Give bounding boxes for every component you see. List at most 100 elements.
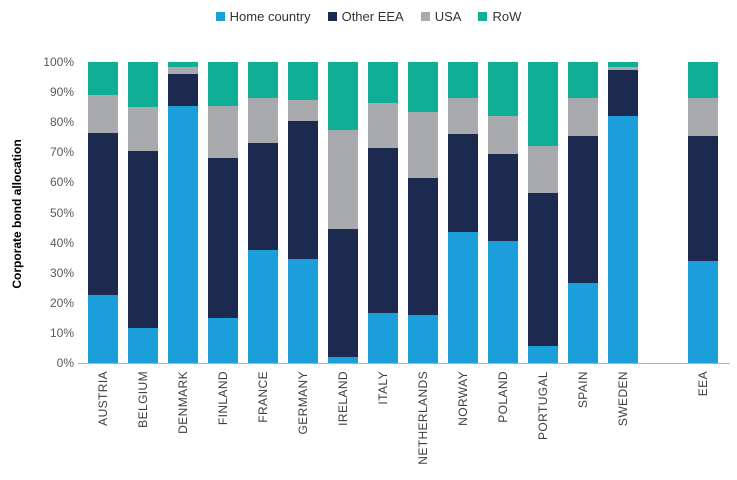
x-label-france: FRANCE	[256, 371, 270, 423]
segment-ireland-home-country	[328, 356, 358, 363]
segment-netherlands-other-eea	[408, 177, 438, 315]
bar-sweden	[608, 62, 638, 363]
segment-poland-row	[488, 62, 518, 117]
segment-france-row	[248, 62, 278, 99]
segment-ireland-row	[328, 62, 358, 130]
legend-label-row: RoW	[492, 9, 522, 24]
segment-eea-other-eea	[688, 135, 718, 261]
segment-austria-home-country	[88, 295, 118, 363]
segment-denmark-home-country	[168, 105, 198, 363]
segment-spain-usa	[568, 98, 598, 136]
bar-italy	[368, 62, 398, 363]
segment-france-home-country	[248, 250, 278, 363]
segment-italy-usa	[368, 102, 398, 148]
x-label-ireland: IRELAND	[336, 371, 350, 426]
legend-swatch-row	[478, 12, 488, 21]
segment-austria-row	[88, 62, 118, 96]
bar-poland	[488, 62, 518, 363]
segment-eea-home-country	[688, 260, 718, 363]
segment-portugal-home-country	[528, 346, 558, 363]
segment-sweden-other-eea	[608, 69, 638, 117]
x-label-spain: SPAIN	[576, 371, 590, 409]
x-label-poland: POLAND	[496, 371, 510, 423]
y-tick-30pct: 30%	[49, 265, 74, 280]
y-tick-40pct: 40%	[49, 235, 74, 250]
y-tick-0pct: 0%	[56, 356, 74, 370]
plot-area	[78, 62, 730, 364]
legend: Home country Other EEA USA RoW	[0, 9, 737, 24]
segment-austria-other-eea	[88, 132, 118, 296]
y-tick-90pct: 90%	[49, 85, 74, 100]
y-axis-title: Corporate bond allocation	[10, 139, 24, 289]
segment-france-usa	[248, 98, 278, 144]
segment-italy-other-eea	[368, 147, 398, 314]
x-label-denmark: DENMARK	[176, 371, 190, 434]
x-label-belgium: BELGIUM	[136, 371, 150, 428]
segment-netherlands-row	[408, 62, 438, 112]
segment-france-other-eea	[248, 143, 278, 251]
legend-swatch-usa	[420, 12, 430, 21]
segment-ireland-usa	[328, 129, 358, 230]
segment-italy-home-country	[368, 313, 398, 363]
segment-belgium-usa	[128, 107, 158, 151]
segment-finland-other-eea	[208, 158, 238, 318]
segment-denmark-usa	[168, 66, 198, 75]
x-label-sweden: SWEDEN	[616, 371, 630, 427]
segment-eea-row	[688, 62, 718, 99]
segment-finland-home-country	[208, 317, 238, 363]
segment-eea-usa	[688, 98, 718, 136]
bar-denmark	[168, 62, 198, 363]
legend-item-home-country: Home country	[215, 9, 311, 24]
segment-poland-usa	[488, 116, 518, 154]
segment-portugal-usa	[528, 146, 558, 193]
y-tick-20pct: 20%	[49, 295, 74, 310]
segment-ireland-other-eea	[328, 229, 358, 357]
x-label-portugal: PORTUGAL	[536, 371, 550, 440]
bar-germany	[288, 62, 318, 363]
legend-label-home-country: Home country	[229, 9, 311, 24]
legend-swatch-other-eea	[327, 12, 337, 21]
segment-norway-usa	[448, 98, 478, 135]
bar-belgium	[128, 62, 158, 363]
legend-label-usa: USA	[434, 9, 462, 24]
bar-france	[248, 62, 278, 363]
y-tick-100pct: 100%	[43, 55, 74, 69]
y-tick-60pct: 60%	[49, 175, 74, 190]
x-label-netherlands: NETHERLANDS	[416, 371, 430, 465]
segment-finland-row	[208, 62, 238, 106]
x-label-norway: NORWAY	[456, 371, 470, 426]
segment-spain-other-eea	[568, 135, 598, 284]
segment-portugal-row	[528, 62, 558, 147]
segment-norway-home-country	[448, 232, 478, 363]
segment-finland-usa	[208, 105, 238, 159]
segment-germany-home-country	[288, 259, 318, 363]
segment-netherlands-home-country	[408, 314, 438, 363]
segment-norway-other-eea	[448, 134, 478, 233]
bar-austria	[88, 62, 118, 363]
x-label-finland: FINLAND	[216, 371, 230, 426]
y-tick-80pct: 80%	[49, 115, 74, 130]
bar-spain	[568, 62, 598, 363]
segment-portugal-other-eea	[528, 192, 558, 347]
segment-germany-usa	[288, 99, 318, 121]
segment-belgium-other-eea	[128, 150, 158, 329]
segment-sweden-row	[608, 62, 638, 67]
y-tick-10pct: 10%	[49, 325, 74, 340]
x-label-italy: ITALY	[376, 371, 390, 405]
segment-germany-row	[288, 62, 318, 100]
bar-ireland	[328, 62, 358, 363]
segment-poland-other-eea	[488, 153, 518, 242]
y-tick-50pct: 50%	[49, 205, 74, 220]
bar-portugal	[528, 62, 558, 363]
legend-swatch-home-country	[215, 12, 225, 21]
segment-denmark-other-eea	[168, 74, 198, 106]
segment-spain-home-country	[568, 283, 598, 363]
segment-poland-home-country	[488, 241, 518, 363]
x-label-germany: GERMANY	[296, 371, 310, 435]
segment-austria-usa	[88, 95, 118, 133]
segment-spain-row	[568, 62, 598, 99]
segment-norway-row	[448, 62, 478, 99]
segment-sweden-home-country	[608, 116, 638, 363]
x-label-eea: EEA	[696, 371, 710, 397]
